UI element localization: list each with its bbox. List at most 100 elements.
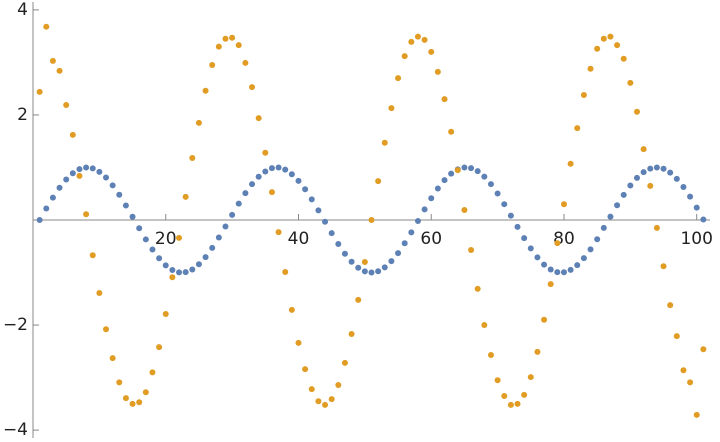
point [693, 411, 700, 418]
x-tick-label: 80 [553, 229, 575, 249]
point [534, 348, 541, 355]
point [441, 96, 448, 103]
point [268, 189, 275, 196]
y-tick-label: 4 [17, 0, 28, 20]
point [176, 234, 183, 241]
point [507, 401, 514, 408]
point [195, 261, 202, 268]
point [454, 167, 461, 174]
point [494, 377, 501, 384]
point [229, 34, 236, 41]
point [527, 374, 534, 381]
point [375, 268, 382, 275]
point [282, 166, 289, 173]
point [474, 168, 481, 175]
point [129, 213, 136, 220]
x-tick-label: 60 [420, 229, 442, 249]
point [295, 339, 302, 346]
point [395, 250, 402, 257]
point [89, 165, 96, 172]
point [122, 202, 129, 209]
point [434, 68, 441, 75]
point [262, 149, 269, 156]
point [647, 182, 654, 189]
point [361, 259, 368, 266]
point [288, 306, 295, 313]
point [441, 177, 448, 184]
point [514, 400, 521, 407]
point [275, 229, 282, 236]
point [487, 352, 494, 359]
point [149, 246, 156, 253]
point [222, 35, 229, 42]
point [541, 316, 548, 323]
point [501, 392, 508, 399]
point [640, 169, 647, 176]
point [315, 398, 322, 405]
point [122, 395, 129, 402]
point [215, 43, 222, 50]
point [554, 269, 561, 276]
x-tick-label: 40 [288, 229, 310, 249]
point [63, 176, 70, 183]
point [388, 105, 395, 112]
point [302, 366, 309, 373]
point [507, 212, 514, 219]
point [249, 181, 256, 188]
point [620, 191, 627, 198]
y-tick-label: 2 [17, 105, 28, 125]
point [461, 207, 468, 214]
point [481, 173, 488, 180]
point [388, 258, 395, 265]
point [514, 223, 521, 230]
point [594, 45, 601, 52]
point [189, 266, 196, 273]
point [361, 268, 368, 275]
point [614, 42, 621, 49]
point [673, 333, 680, 340]
point [156, 344, 163, 351]
point [700, 346, 707, 353]
point [341, 359, 348, 366]
point [401, 240, 408, 247]
point [574, 262, 581, 269]
point [156, 255, 163, 262]
point [209, 244, 216, 251]
point [189, 155, 196, 162]
point [149, 369, 156, 376]
point [567, 160, 574, 167]
point [162, 311, 169, 318]
point [680, 184, 687, 191]
point [653, 164, 660, 171]
point [308, 196, 315, 203]
point [554, 240, 561, 247]
point [83, 211, 90, 218]
point [142, 389, 149, 396]
point [43, 205, 50, 212]
y-tick-label: −4 [3, 420, 28, 440]
point [322, 401, 329, 408]
point [295, 177, 302, 184]
point [468, 165, 475, 172]
point [176, 269, 183, 276]
point [687, 379, 694, 386]
point [421, 206, 428, 213]
point [414, 217, 421, 224]
point [434, 185, 441, 192]
point [229, 211, 236, 218]
point [614, 202, 621, 209]
point [215, 234, 222, 241]
point [633, 108, 640, 115]
point [182, 269, 189, 276]
point [647, 165, 654, 172]
point [89, 252, 96, 259]
point [282, 269, 289, 276]
point [494, 190, 501, 197]
point [69, 131, 76, 138]
point [103, 326, 110, 333]
point [673, 175, 680, 182]
point [487, 181, 494, 188]
point [242, 59, 249, 66]
x-tick-label: 100 [680, 229, 712, 249]
